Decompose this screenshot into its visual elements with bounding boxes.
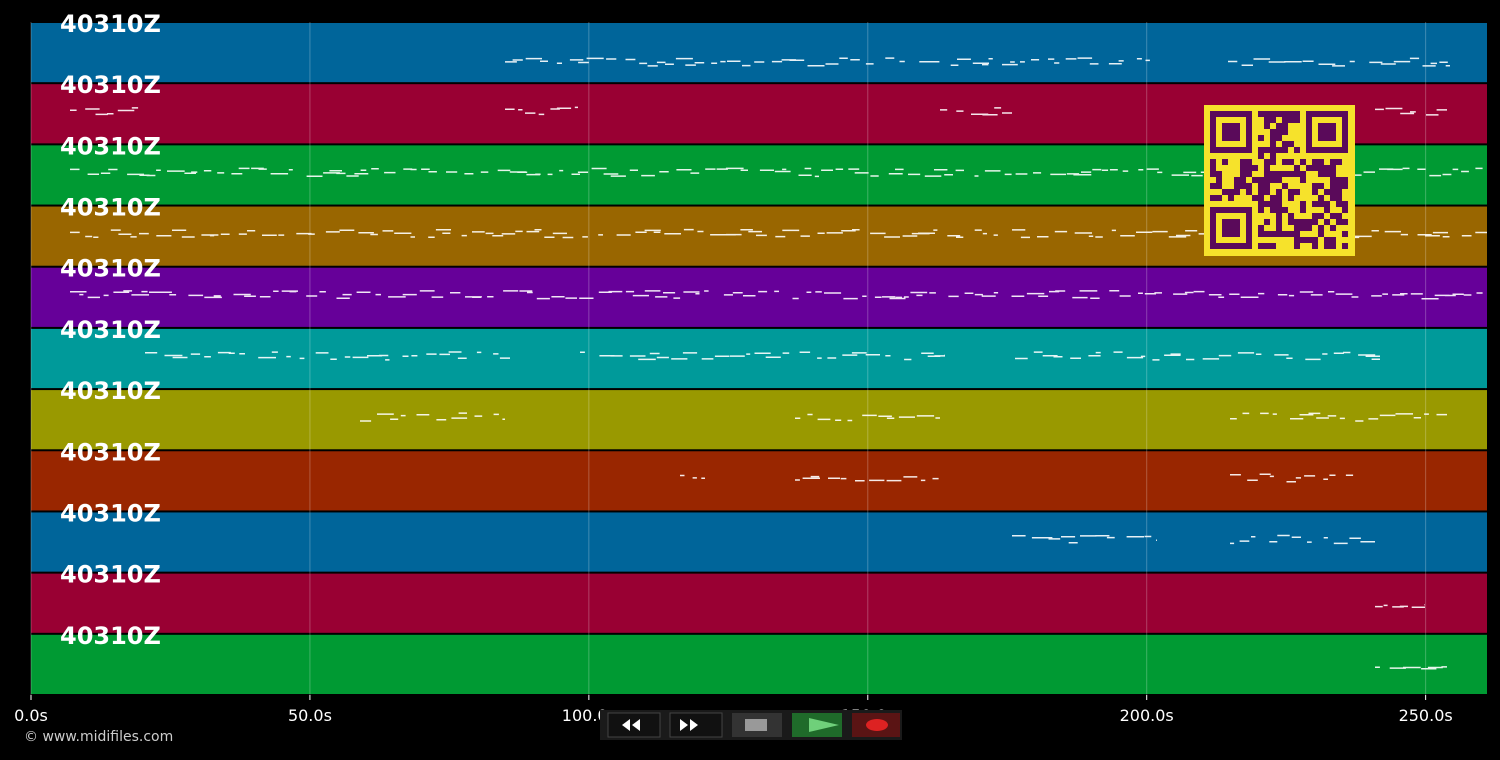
record-button[interactable] [852,713,900,737]
note-trace [1012,535,1157,544]
x-tick-label: 50.0s [288,706,332,725]
track-lane [31,267,1487,327]
forward-button[interactable] [669,712,723,738]
note-trace [145,351,510,361]
track-label: 40310Z [60,255,161,283]
track-label: 40310Z [60,71,161,99]
note-trace [1375,107,1447,116]
play-button[interactable] [792,713,842,737]
note-trace [1230,412,1447,422]
x-tick-label: 200.0s [1120,706,1174,725]
track-label: 40310Z [60,377,161,405]
note-trace [360,412,505,422]
note-trace [1015,351,1380,361]
note-trace [1230,534,1375,545]
track-lane [31,573,1487,633]
track-label: 40310Z [60,438,161,466]
note-trace [70,107,139,116]
note-trace [1228,57,1450,67]
stop-button[interactable] [732,713,782,737]
qr-modules [1210,111,1348,249]
note-trace [1230,473,1354,483]
note-trace [505,57,1150,67]
track-label: 40310Z [60,194,161,222]
track-label: 40310Z [60,316,161,344]
track-label: 40310Z [60,622,161,650]
note-trace [1375,666,1447,670]
x-tick-label: 250.0s [1399,706,1453,725]
note-trace [940,107,1012,116]
note-trace [795,475,939,482]
x-tick-label: 0.0s [14,706,48,725]
track-lane [31,23,1487,83]
note-trace [680,474,705,480]
track-lane [31,512,1487,572]
track-lane [31,390,1487,450]
note-trace [1375,603,1425,608]
track-label: 40310Z [60,499,161,527]
note-trace [580,351,945,361]
player-controls [600,710,902,740]
track-lane [31,451,1487,511]
note-trace [70,289,1483,300]
track-label: 40310Z [60,132,161,160]
track-label: 40310Z [60,561,161,589]
note-trace [795,413,940,422]
track-label: 40310Z [60,10,161,38]
track-lane [31,328,1487,389]
rewind-button[interactable] [607,712,661,738]
qr-code [1204,105,1355,256]
credit: © www.midifiles.com [24,729,173,745]
note-trace [505,106,578,116]
track-lane [31,634,1487,694]
